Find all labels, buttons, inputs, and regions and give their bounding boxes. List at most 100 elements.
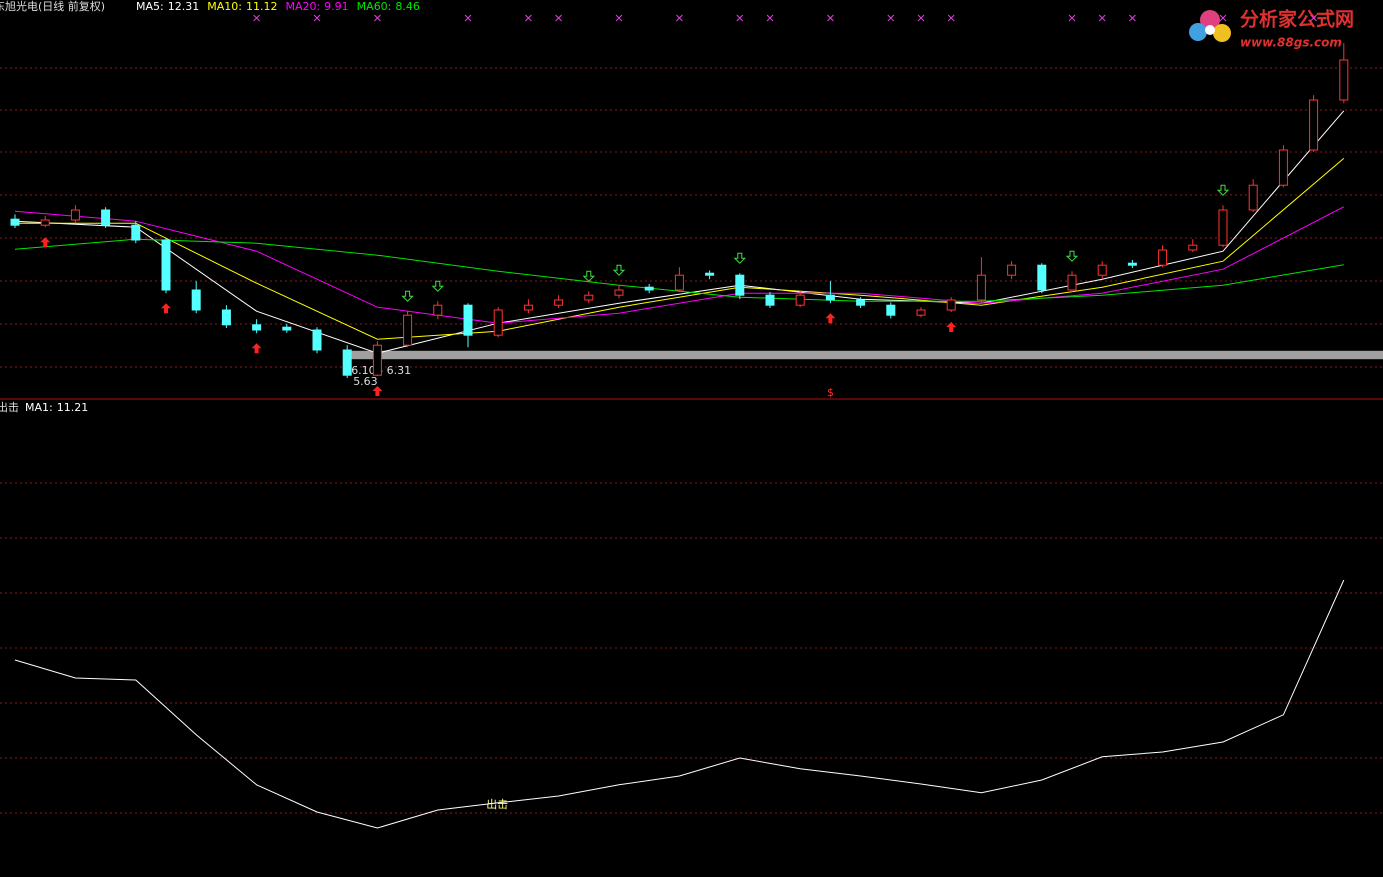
cross-mark — [555, 14, 562, 22]
candle-body — [10, 218, 20, 226]
cross-mark — [313, 14, 321, 22]
cross-mark — [525, 14, 532, 22]
candle-body — [252, 324, 262, 331]
candle-body — [1007, 264, 1017, 276]
buy-arrow — [161, 303, 171, 314]
candle-body — [735, 274, 745, 296]
cross-mark — [253, 14, 260, 22]
candle-body — [1097, 264, 1107, 276]
candle-body — [161, 239, 171, 291]
candle-body — [372, 344, 382, 376]
candle-body — [825, 294, 835, 301]
legend-name: MA10: — [207, 0, 242, 13]
legend-value: 11.12 — [246, 0, 278, 13]
grid — [0, 67, 1383, 814]
legend-name: MA20: — [285, 0, 320, 13]
candle-body — [886, 304, 896, 316]
cross-mark — [1219, 14, 1227, 22]
candle-body — [403, 314, 413, 346]
zone-band — [347, 350, 1383, 360]
legend-name: MA1: — [25, 401, 53, 414]
legend-value: 8.46 — [395, 0, 420, 13]
line — [14, 110, 1345, 354]
cross-mark — [1310, 14, 1317, 22]
sell-arrow — [1216, 184, 1230, 196]
candle-body — [463, 304, 473, 336]
line — [15, 158, 1345, 340]
candle-body — [131, 224, 141, 241]
sell-arrow — [612, 264, 626, 276]
cross-mark — [736, 14, 744, 22]
candle-body — [916, 309, 926, 316]
legend-value: 12.31 — [168, 0, 200, 13]
candle-body — [1127, 262, 1137, 266]
logo-title: 分析家公式网 — [1240, 8, 1354, 31]
candle-body — [1278, 149, 1288, 186]
chart-title: 东旭光电(日线 前复权) — [0, 0, 105, 13]
cross-mark — [464, 14, 472, 22]
cross-mark — [1098, 14, 1106, 22]
candle-body — [1158, 249, 1168, 266]
candle-body — [946, 299, 956, 311]
candle-body — [1037, 264, 1047, 291]
candle-body — [1218, 209, 1228, 246]
candle-body — [584, 294, 594, 301]
cross-mark — [615, 14, 623, 22]
candle-body — [191, 289, 201, 311]
candle-body — [1248, 184, 1258, 211]
candle-body — [1067, 274, 1077, 291]
buy-arrow — [946, 322, 957, 332]
buy-arrow — [372, 386, 383, 396]
candle-body — [282, 326, 292, 331]
legend-name: MA5: — [136, 0, 164, 13]
candle-body — [493, 309, 503, 336]
cross-mark — [917, 14, 925, 22]
cross-mark — [766, 14, 774, 22]
cross-mark — [676, 14, 683, 22]
candle-body — [312, 329, 322, 351]
candle-body — [1339, 59, 1349, 101]
candle-body — [856, 299, 866, 306]
candle-body — [221, 309, 231, 326]
cross-mark — [1129, 14, 1136, 22]
buy-arrow — [40, 237, 51, 248]
cross-mark — [374, 14, 381, 22]
legend-value: 11.21 — [57, 401, 89, 414]
cross-mark — [947, 14, 955, 22]
cross-mark — [887, 14, 895, 22]
indicator-title: 出击 — [0, 400, 19, 414]
candle-body — [342, 349, 352, 376]
cross-mark — [1068, 14, 1076, 22]
candle-body — [1188, 244, 1198, 251]
sell-arrow — [582, 270, 596, 282]
candle-body — [644, 286, 654, 291]
candle-body — [554, 299, 564, 306]
candle-body — [433, 304, 443, 316]
candle-body — [70, 209, 80, 221]
sell-arrow — [1065, 250, 1079, 262]
buy-arrow — [251, 343, 262, 354]
candle-body — [614, 289, 624, 296]
candle-body — [101, 209, 111, 226]
sell-arrow — [401, 290, 414, 302]
buy-arrow — [825, 313, 836, 324]
candle-body — [765, 294, 775, 306]
candle-body — [1309, 99, 1319, 151]
signal-symbol: $ — [827, 386, 834, 399]
candle-body — [976, 274, 986, 301]
candle-body — [705, 272, 715, 276]
cross-mark — [827, 14, 834, 22]
low-label: 5.63 — [353, 375, 378, 388]
legend-value: 9.91 — [324, 0, 349, 13]
sell-arrow — [733, 252, 747, 264]
candle-body — [40, 219, 50, 226]
candle-body — [795, 294, 805, 306]
legend-name: MA60: — [357, 0, 392, 13]
annotation: 出击 — [486, 797, 508, 811]
line — [14, 579, 1345, 829]
logo: 分析家公式网 www.88gs.com — [1189, 8, 1354, 50]
candle-body — [523, 304, 533, 311]
candle-body — [674, 274, 684, 291]
